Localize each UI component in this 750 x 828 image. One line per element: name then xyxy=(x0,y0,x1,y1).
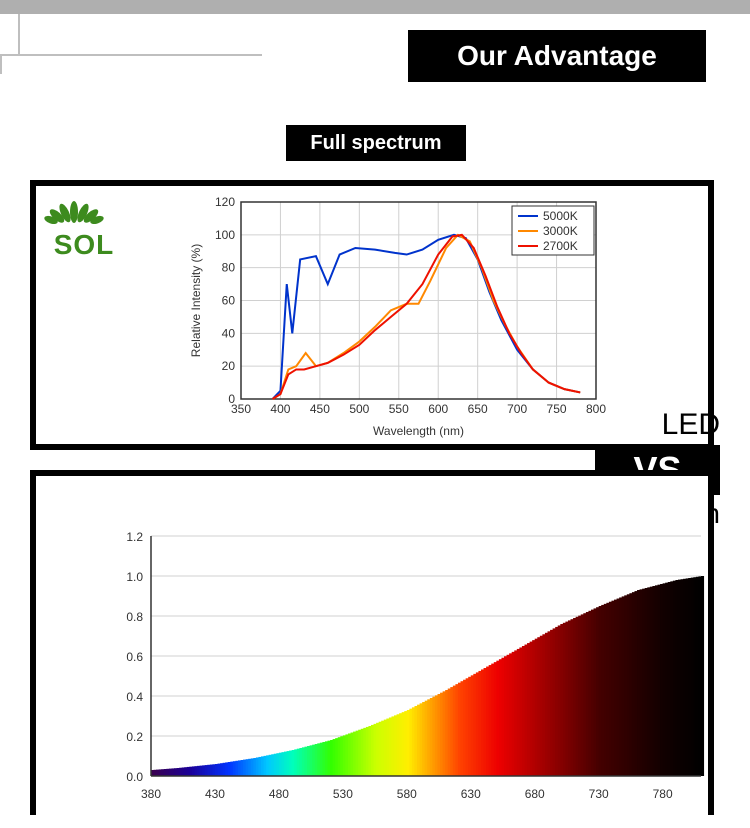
halogen-chart-panel: 0.0 0.2 0.4 0.6 0.8 1.0 1.2 380 430 480 530 580 630 6… xyxy=(30,470,714,815)
svg-text:730: 730 xyxy=(589,787,609,801)
svg-text:Wavelength (nm): Wavelength (nm) xyxy=(373,424,464,438)
svg-text:0.8: 0.8 xyxy=(126,610,143,624)
svg-text:0.2: 0.2 xyxy=(126,730,143,744)
svg-text:Relative Intensity (%): Relative Intensity (%) xyxy=(189,244,203,357)
halogen-spectrum-chart: 0.0 0.2 0.4 0.6 0.8 1.0 1.2 380 430 480 530 580 630 6… xyxy=(96,531,706,806)
svg-text:5000K: 5000K xyxy=(543,209,578,223)
sol-logo: SOL xyxy=(44,194,124,261)
svg-text:550: 550 xyxy=(389,402,409,416)
svg-text:3000K: 3000K xyxy=(543,224,578,238)
connector-line xyxy=(0,54,262,56)
svg-text:2700K: 2700K xyxy=(543,239,578,253)
svg-text:630: 630 xyxy=(461,787,481,801)
svg-text:0: 0 xyxy=(228,392,235,406)
svg-text:100: 100 xyxy=(215,228,235,242)
svg-text:500: 500 xyxy=(349,402,369,416)
svg-text:580: 580 xyxy=(397,787,417,801)
svg-text:450: 450 xyxy=(310,402,330,416)
subheading-box: Full spectrum xyxy=(286,125,466,161)
svg-text:750: 750 xyxy=(547,402,567,416)
subheading-text: Full spectrum xyxy=(310,132,441,155)
svg-text:430: 430 xyxy=(205,787,225,801)
logo-text: SOL xyxy=(44,229,124,261)
svg-text:480: 480 xyxy=(269,787,289,801)
svg-text:20: 20 xyxy=(222,359,236,373)
led-label: LED xyxy=(662,408,720,442)
svg-text:0.0: 0.0 xyxy=(126,770,143,784)
svg-text:530: 530 xyxy=(333,787,353,801)
svg-text:800: 800 xyxy=(586,402,606,416)
leaf-icon xyxy=(44,194,104,224)
svg-text:1.0: 1.0 xyxy=(126,570,143,584)
svg-text:120: 120 xyxy=(215,195,235,209)
svg-text:60: 60 xyxy=(222,294,236,308)
svg-text:700: 700 xyxy=(507,402,527,416)
svg-text:40: 40 xyxy=(222,326,236,340)
connector-line xyxy=(0,56,2,74)
top-divider xyxy=(0,0,750,14)
led-spectrum-chart: 3504004505005506006507007508000204060801… xyxy=(186,194,606,439)
svg-text:400: 400 xyxy=(270,402,290,416)
svg-text:600: 600 xyxy=(428,402,448,416)
svg-text:0.6: 0.6 xyxy=(126,650,143,664)
svg-text:80: 80 xyxy=(222,261,236,275)
connector-line xyxy=(0,14,20,54)
led-chart-panel: SOL 350400450500550600650700750800020406… xyxy=(30,180,714,450)
svg-text:380: 380 xyxy=(141,787,161,801)
svg-text:680: 680 xyxy=(525,787,545,801)
svg-text:1.2: 1.2 xyxy=(126,531,143,544)
svg-text:0.4: 0.4 xyxy=(126,690,143,704)
advantage-heading-box: Our Advantage xyxy=(408,30,706,82)
svg-text:650: 650 xyxy=(468,402,488,416)
advantage-heading: Our Advantage xyxy=(457,40,657,72)
svg-text:780: 780 xyxy=(653,787,673,801)
